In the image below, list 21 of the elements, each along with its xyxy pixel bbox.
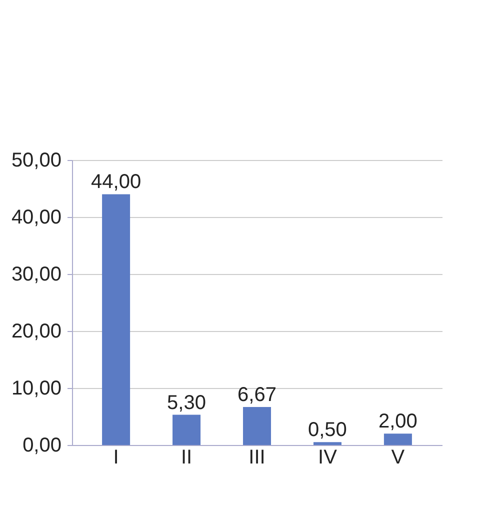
y-tick-label: 10,00 (11, 378, 62, 400)
y-tick-label: 20,00 (11, 320, 62, 342)
data-label: 2,00 (378, 410, 418, 433)
x-tick-label: III (248, 446, 266, 468)
data-label: 6,67 (238, 384, 276, 406)
bar (172, 414, 201, 445)
x-tick-label: IV (318, 446, 338, 468)
bar (384, 434, 412, 445)
y-tick-label: 40,00 (11, 206, 62, 228)
x-tick-label: I (113, 446, 119, 468)
bar (313, 442, 342, 445)
y-tick-label: 50,00 (11, 150, 62, 172)
y-tick-label: 0,00 (22, 434, 62, 456)
x-tick-label: V (391, 446, 406, 468)
y-tick-label: 30,00 (11, 264, 62, 286)
data-label: 5,30 (167, 392, 206, 414)
x-tick-label: II (180, 446, 192, 468)
data-label: 44,00 (91, 171, 142, 194)
bar (243, 406, 271, 445)
bar (102, 194, 130, 445)
data-label: 0,50 (308, 419, 347, 442)
